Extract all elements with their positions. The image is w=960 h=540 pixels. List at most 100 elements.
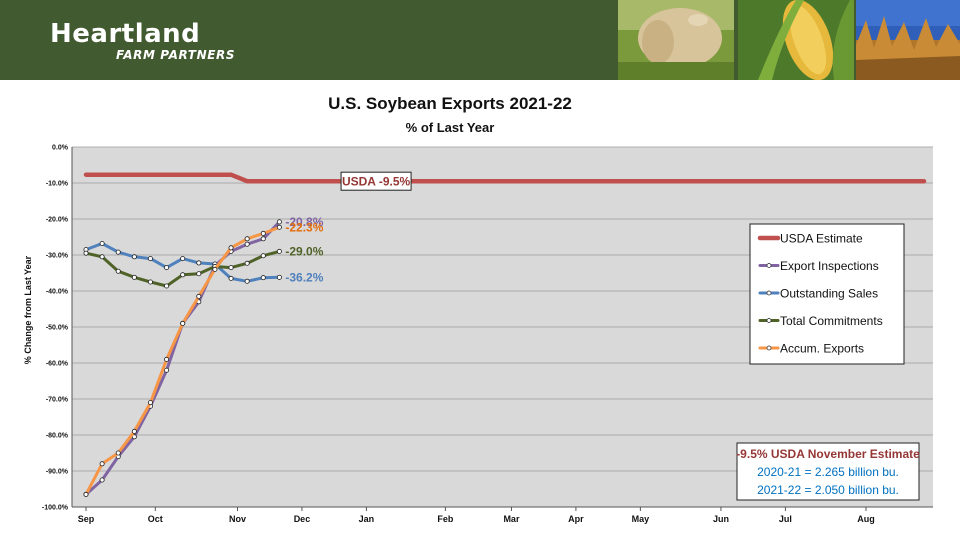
x-tick-label: Jul [779,514,792,524]
data-point [260,275,266,281]
data-point [180,272,186,278]
data-point [196,293,202,299]
series-layer [83,172,927,497]
corn-photo [738,0,854,80]
legend: USDA Estimate Export Inspections Outstandi… [749,223,905,365]
y-axis-label: % Change from Last Year [23,255,33,364]
data-point [115,249,121,255]
data-point [212,266,218,272]
data-point [260,230,266,236]
data-point [147,400,153,406]
data-point [147,256,153,262]
usda-note-box: -9.5% USDA November Estimate 2020-21 = 2… [736,442,920,501]
note-line-2: 2020-21 = 2.265 billion bu. [757,465,899,479]
legend-label: USDA Estimate [780,232,863,246]
data-point [276,274,282,280]
y-tick-label: -30.0% [46,253,69,260]
data-point [99,477,105,483]
data-point [228,245,234,251]
y-tick-label: -80.0% [46,433,69,440]
legend-item: Outstanding Sales [758,287,878,301]
y-tick-label: -50.0% [46,325,69,332]
y-tick-label: -90.0% [46,469,69,476]
y-tick-label: -60.0% [46,361,69,368]
end-value-label: -22.3% [285,220,323,234]
x-tick-label: Dec [294,514,311,524]
data-point [164,283,170,289]
legend-item: Total Commitments [758,314,883,328]
y-tick-label: -20.0% [46,217,69,224]
data-point [99,254,105,260]
usda-annotation-box [340,171,412,191]
y-tick-label: -70.0% [46,397,69,404]
chart-title: U.S. Soybean Exports 2021-22 [328,94,572,113]
header-banner: Heartland FARM PARTNERS [0,0,960,80]
data-point [276,248,282,254]
legend-label: Total Commitments [780,314,883,328]
x-tick-label: Nov [229,514,246,524]
legend-marker [766,318,772,323]
data-point [260,236,266,242]
end-value-label: -29.0% [285,244,323,258]
x-tick-label: Aug [857,514,875,524]
series-4 [83,224,282,497]
x-tick-label: Oct [148,514,163,524]
y-tick-label: -40.0% [46,289,69,296]
x-tick-label: Jun [713,514,729,524]
legend-label: Export Inspections [780,259,879,273]
data-point [164,367,170,373]
data-point [115,268,121,274]
series-0 [83,172,927,184]
axes: 0.0% -10.0% -20.0% -30.0% -40.0% -50.0% -60.0%… [42,145,933,524]
data-point [180,320,186,326]
data-point [131,274,137,280]
data-point [260,253,266,259]
brand-logo: Heartland [50,19,201,49]
legend-marker [766,290,772,296]
note-line-1: -9.5% USDA November Estimate [736,447,920,461]
x-tick-label: Sep [78,514,95,524]
data-point [115,450,121,456]
note-line-3: 2021-22 = 2.050 billion bu. [757,483,899,497]
cattle-photo [618,0,734,80]
data-point [164,356,170,362]
data-point [244,241,250,247]
data-point [244,260,250,266]
data-point [228,265,234,271]
y-tick-label: -100.0% [42,505,69,512]
legend-marker [766,345,772,351]
end-value-label: -20.8% [285,215,323,229]
end-value-label: -36.2% [285,270,323,284]
x-tick-label: May [632,514,650,524]
series-line [83,172,927,184]
data-point [99,461,105,467]
legend-label: Outstanding Sales [780,287,878,301]
data-point [180,256,186,262]
data-point [164,265,170,271]
x-tick-label: Feb [437,514,454,524]
legend-marker [766,263,772,268]
data-point [276,224,282,230]
data-point [131,254,137,260]
chart-subtitle: % of Last Year [405,120,495,135]
y-tick-label: 0.0% [52,145,69,152]
data-point [147,279,153,285]
data-point [83,250,89,256]
brand-tagline: FARM PARTNERS [116,48,236,62]
data-point [244,236,250,242]
legend-item: USDA Estimate [757,232,863,246]
x-tick-label: Apr [568,514,584,524]
x-tick-label: Jan [359,514,375,524]
data-point [196,260,202,266]
data-point [83,491,89,497]
usda-annotation-label: USDA -9.5% [342,175,411,189]
data-point [276,219,282,225]
data-point [99,240,105,246]
y-tick-label: -10.0% [46,181,69,188]
legend-item: Export Inspections [758,259,879,273]
data-point [244,278,250,284]
data-point [196,271,202,277]
soybean-field-photo [856,0,960,80]
legend-label: Accum. Exports [780,342,864,356]
